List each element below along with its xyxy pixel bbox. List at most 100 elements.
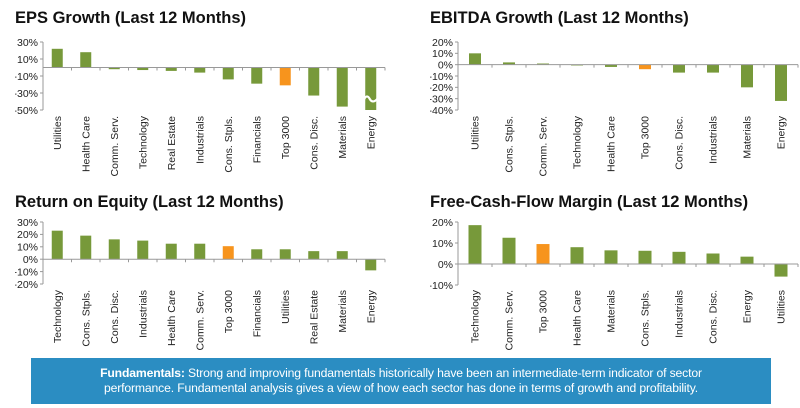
- callout-text-line2: performance. Fundamental analysis gives …: [103, 381, 698, 395]
- category-label: Comm. Serv.: [538, 116, 550, 176]
- category-label: Utilities: [52, 116, 64, 150]
- category-label: Industrials: [137, 290, 149, 338]
- bar-energy: [740, 256, 754, 264]
- category-label: Health Care: [572, 290, 584, 346]
- y-tick-label: -30%: [15, 88, 38, 100]
- callout-label: Fundamentals:: [100, 366, 185, 380]
- category-label: Real Estate: [308, 290, 320, 344]
- bar-technology: [468, 225, 482, 264]
- category-label: Cons. Disc.: [308, 116, 320, 170]
- bar-materials: [336, 251, 348, 260]
- bar-technology: [137, 67, 149, 71]
- bar-health-care: [570, 247, 584, 264]
- category-label: Top 3000: [538, 290, 550, 333]
- category-label: Comm. Serv.: [109, 116, 121, 176]
- y-tick-label: -20%: [15, 279, 38, 291]
- bar-real-estate: [308, 251, 320, 260]
- category-label: Materials: [742, 116, 754, 159]
- y-tick-label: 10%: [17, 242, 38, 254]
- bar-cons-stpls: [638, 250, 652, 264]
- category-label: Health Care: [166, 290, 178, 346]
- bar-cons-disc: [706, 253, 720, 264]
- y-tick-label: -50%: [15, 105, 38, 117]
- bar-utilities: [469, 53, 481, 65]
- category-label: Real Estate: [166, 116, 178, 170]
- bar-top-3000: [279, 67, 291, 86]
- bar-industrials: [672, 251, 686, 264]
- y-tick-label: 0%: [438, 59, 453, 71]
- bar-utilities: [774, 264, 788, 277]
- bar-energy: [365, 67, 377, 110]
- y-tick-label: 20%: [432, 37, 453, 49]
- fundamentals-callout: Fundamentals: Strong and improving funda…: [31, 358, 771, 404]
- bar-materials: [336, 67, 348, 107]
- category-label: Utilities: [776, 290, 788, 324]
- chart-title: Return on Equity (Last 12 Months): [15, 193, 284, 211]
- category-label: Utilities: [470, 116, 482, 150]
- bar-top-3000: [222, 246, 234, 260]
- chart-title: Free-Cash-Flow Margin (Last 12 Months): [430, 193, 749, 211]
- category-label: Industrials: [194, 116, 206, 164]
- y-tick-label: 20%: [17, 229, 38, 241]
- bar-industrials: [137, 240, 149, 260]
- category-label: Health Care: [80, 116, 92, 172]
- ebitda-growth-chart: EBITDA Growth (Last 12 Months) 20% 10% 0% -…: [430, 9, 800, 184]
- bar-utilities: [279, 249, 291, 260]
- bar-comm-serv: [108, 67, 120, 70]
- bar-cons-stpls: [222, 67, 234, 80]
- eps-growth-chart: EPS Growth (Last 12 Months) 30% 10% -10% -3…: [15, 9, 395, 184]
- category-label: Technology: [572, 115, 584, 169]
- category-label: Financials: [251, 116, 263, 163]
- axis-break-mark: [363, 95, 379, 103]
- bar-materials: [741, 64, 753, 88]
- category-label: Cons. Disc.: [708, 290, 720, 344]
- category-label: Top 3000: [640, 116, 652, 159]
- category-label: Materials: [337, 290, 349, 333]
- y-tick-label: 20%: [432, 217, 453, 229]
- return-on-equity-chart: Return on Equity (Last 12 Months) 30% 20%…: [15, 193, 395, 358]
- bar-financials: [251, 67, 263, 84]
- eps-growth-plot: 30% 10% -10% -30% -50% Utilities Health Care Co…: [15, 37, 386, 176]
- bar-top-3000: [639, 64, 651, 70]
- bar-comm-serv: [194, 243, 206, 260]
- y-tick-label: 30%: [17, 217, 38, 229]
- bar-cons-disc: [673, 64, 685, 73]
- return-on-equity-plot: 30%20%10%0%-10%-20% Technology Cons. Stpls…: [15, 217, 386, 350]
- y-tick-label: 10%: [432, 48, 453, 60]
- y-tick-label: -30%: [430, 93, 453, 105]
- free-cash-flow-margin-plot: 20% 10% 0% -10% Technology Comm. Serv. Top 300…: [430, 217, 799, 350]
- bar-materials: [604, 250, 618, 264]
- category-label: Energy: [776, 115, 788, 149]
- bar-health-care: [165, 243, 177, 260]
- category-label: Energy: [365, 289, 377, 323]
- category-label: Technology: [137, 115, 149, 169]
- bar-cons-disc: [108, 239, 120, 260]
- bar-health-care: [80, 52, 92, 68]
- y-tick-label: -10%: [430, 280, 453, 292]
- category-label: Cons. Disc.: [674, 116, 686, 170]
- bar-cons-disc: [308, 67, 320, 96]
- category-label: Energy: [742, 289, 754, 323]
- bar-cons-stpls: [503, 62, 515, 65]
- category-label: Technology: [52, 289, 64, 343]
- y-tick-label: 10%: [432, 238, 453, 250]
- category-label: Financials: [251, 290, 263, 337]
- y-tick-label: 0%: [438, 259, 453, 271]
- bar-industrials: [194, 67, 206, 73]
- category-label: Cons. Stpls.: [504, 116, 516, 173]
- y-tick-label: -20%: [430, 82, 453, 94]
- y-tick-label: -10%: [15, 71, 38, 83]
- y-tick-label: 10%: [17, 54, 38, 66]
- category-label: Cons. Stpls.: [223, 116, 235, 173]
- bar-energy: [775, 64, 787, 101]
- bar-cons-stpls: [80, 235, 92, 260]
- category-label: Materials: [337, 116, 349, 159]
- category-label: Technology: [470, 289, 482, 343]
- category-label: Top 3000: [223, 290, 235, 333]
- category-label: Top 3000: [280, 116, 292, 159]
- bar-health-care: [605, 64, 617, 67]
- chart-title: EBITDA Growth (Last 12 Months): [430, 9, 689, 27]
- category-label: Industrials: [674, 290, 686, 338]
- callout-text-line1: Strong and improving fundamentals histor…: [184, 366, 702, 380]
- y-tick-label: 30%: [17, 37, 38, 49]
